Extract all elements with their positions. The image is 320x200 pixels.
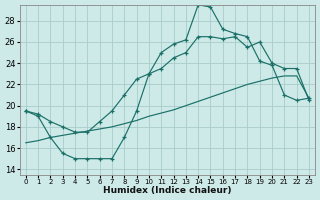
X-axis label: Humidex (Indice chaleur): Humidex (Indice chaleur) (103, 186, 232, 195)
